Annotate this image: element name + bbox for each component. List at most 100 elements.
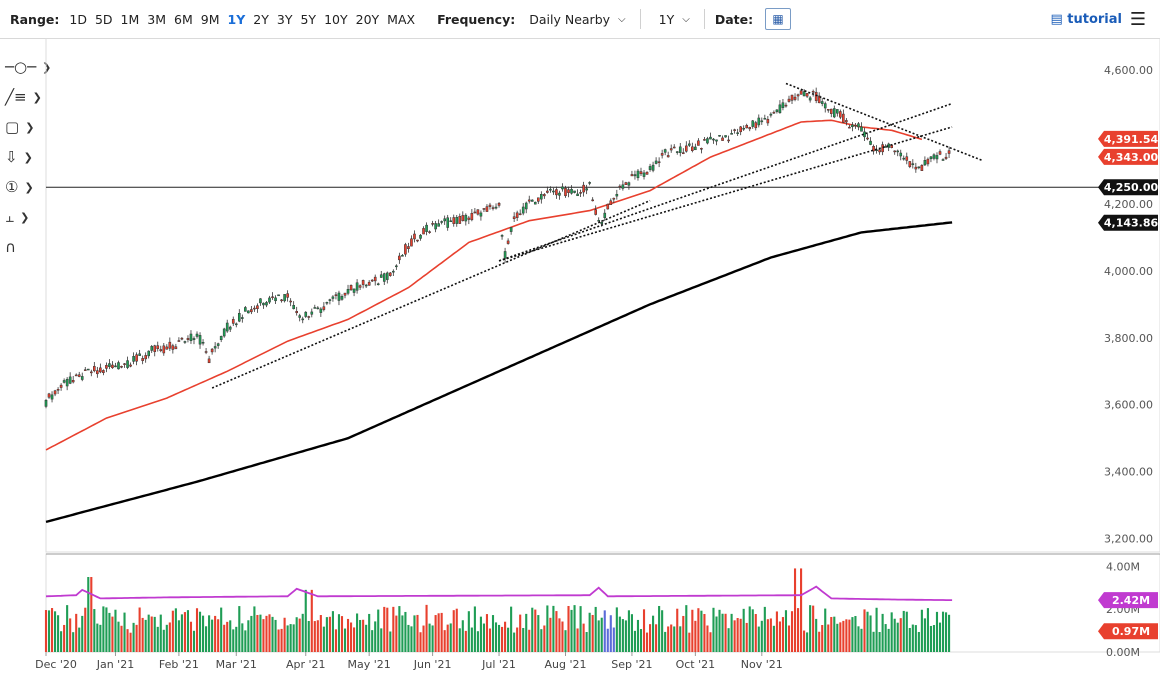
crosshair-tool[interactable]: ─○─ ❯ bbox=[0, 52, 51, 82]
volume-bar bbox=[627, 610, 630, 652]
volume-bar bbox=[863, 609, 866, 652]
volume-bar bbox=[881, 613, 884, 652]
range-3y[interactable]: 3Y bbox=[276, 11, 293, 27]
candle-body bbox=[772, 111, 776, 114]
range-6m[interactable]: 6M bbox=[174, 11, 193, 27]
candle-body bbox=[114, 365, 117, 368]
candle-body bbox=[117, 362, 120, 370]
range-5d[interactable]: 5D bbox=[94, 11, 113, 27]
candle-body bbox=[395, 265, 398, 268]
range-label: Range: bbox=[10, 11, 60, 27]
volume-bar bbox=[534, 609, 537, 652]
volume-bar bbox=[69, 618, 72, 652]
candle-body bbox=[826, 109, 830, 111]
candle-body bbox=[434, 223, 437, 230]
volume-bar bbox=[600, 617, 603, 652]
volume-bar bbox=[661, 610, 664, 652]
counter-tool[interactable]: ① ❯ bbox=[0, 172, 44, 202]
volume-bar bbox=[84, 607, 87, 652]
candle-body bbox=[688, 143, 691, 146]
candle-body bbox=[479, 212, 483, 217]
volume-bar bbox=[552, 605, 555, 652]
volume-bar bbox=[703, 613, 706, 652]
range-9m[interactable]: 9M bbox=[200, 11, 220, 27]
trendline-tool[interactable]: ╱≡ ❯ bbox=[0, 82, 44, 112]
ma200-line bbox=[45, 221, 953, 524]
price-label-text: 4,143.86 bbox=[1104, 217, 1159, 230]
magnet-tool[interactable]: ∩ bbox=[0, 232, 44, 262]
chevron-right-icon: ❯ bbox=[32, 90, 42, 104]
volume-bar bbox=[941, 611, 945, 652]
volume-bar bbox=[497, 624, 501, 652]
volume-bar bbox=[787, 625, 791, 652]
candle-body bbox=[379, 274, 383, 278]
candle-body bbox=[540, 194, 543, 200]
candle-body bbox=[47, 393, 51, 398]
range-20y[interactable]: 20Y bbox=[355, 11, 380, 27]
volume-bar bbox=[488, 628, 492, 652]
arrow-tool[interactable]: ⇩ ❯ bbox=[0, 142, 44, 172]
candle-body bbox=[715, 139, 718, 142]
tutorial-link[interactable]: ▤ tutorial bbox=[1050, 12, 1122, 27]
volume-bar bbox=[485, 614, 489, 652]
candle-body bbox=[446, 217, 450, 228]
range-10y[interactable]: 10Y bbox=[324, 11, 348, 27]
x-tick-label: Jul '21 bbox=[481, 658, 516, 671]
candle-body bbox=[150, 346, 154, 351]
candle-body bbox=[265, 302, 268, 306]
volume-bar bbox=[126, 629, 129, 652]
fibonacci-tool[interactable]: ⫠ ❯ bbox=[0, 202, 44, 232]
candle-body bbox=[799, 90, 803, 95]
candle-body bbox=[458, 216, 462, 224]
range-max[interactable]: MAX bbox=[387, 11, 416, 27]
volume-bar bbox=[875, 607, 878, 652]
range-1d[interactable]: 1D bbox=[69, 11, 87, 27]
range-5y[interactable]: 5Y bbox=[300, 11, 317, 27]
range-1y[interactable]: 1Y bbox=[227, 11, 246, 27]
candle-body bbox=[648, 166, 652, 170]
candle-body bbox=[594, 209, 597, 215]
volume-bar bbox=[301, 613, 304, 652]
magnet-icon: ∩ bbox=[5, 238, 16, 256]
candle-body bbox=[706, 138, 709, 144]
volume-bar bbox=[649, 624, 652, 652]
candle-body bbox=[343, 292, 347, 296]
range-1m[interactable]: 1M bbox=[120, 11, 140, 27]
volume-label: 0.97M bbox=[1098, 623, 1158, 640]
price-chart[interactable]: 4,600.004,400.004,200.004,000.003,800.00… bbox=[0, 38, 1160, 692]
period-select[interactable]: 1Y ⌵ bbox=[655, 12, 694, 27]
candle-body bbox=[401, 255, 404, 257]
candle-body bbox=[207, 358, 211, 364]
volume-bar bbox=[407, 624, 410, 652]
candle-body bbox=[570, 189, 573, 194]
volume-bar bbox=[706, 625, 709, 652]
volume-bar bbox=[504, 621, 507, 652]
x-tick-label: Mar '21 bbox=[216, 658, 257, 671]
candle-body bbox=[784, 104, 788, 107]
candle-body bbox=[210, 348, 214, 353]
volume-bar bbox=[262, 619, 265, 652]
x-tick-label: Jan '21 bbox=[96, 658, 134, 671]
candle-body bbox=[848, 126, 851, 129]
calendar-icon[interactable]: ▦ bbox=[765, 8, 792, 30]
frequency-select[interactable]: Daily Nearby ⌵ bbox=[525, 12, 629, 27]
range-2y[interactable]: 2Y bbox=[253, 11, 269, 27]
volume-bar bbox=[555, 611, 558, 652]
candle-body bbox=[364, 284, 368, 287]
candle-body bbox=[666, 155, 670, 158]
hamburger-menu-icon[interactable]: ☰ bbox=[1129, 9, 1146, 30]
candle-body bbox=[757, 117, 761, 126]
rectangle-tool[interactable]: ▢ ❯ bbox=[0, 112, 44, 142]
candle-body bbox=[944, 156, 948, 159]
candle-body bbox=[62, 380, 66, 383]
candle-body bbox=[678, 146, 682, 153]
candle-body bbox=[337, 292, 341, 301]
candle-body bbox=[71, 380, 75, 383]
volume-bar bbox=[268, 614, 271, 652]
candle-body bbox=[627, 182, 631, 186]
candle-body bbox=[518, 213, 522, 216]
range-3m[interactable]: 3M bbox=[147, 11, 167, 27]
candle-body bbox=[449, 220, 453, 223]
volume-bar bbox=[72, 632, 75, 652]
candle-body bbox=[857, 123, 860, 128]
